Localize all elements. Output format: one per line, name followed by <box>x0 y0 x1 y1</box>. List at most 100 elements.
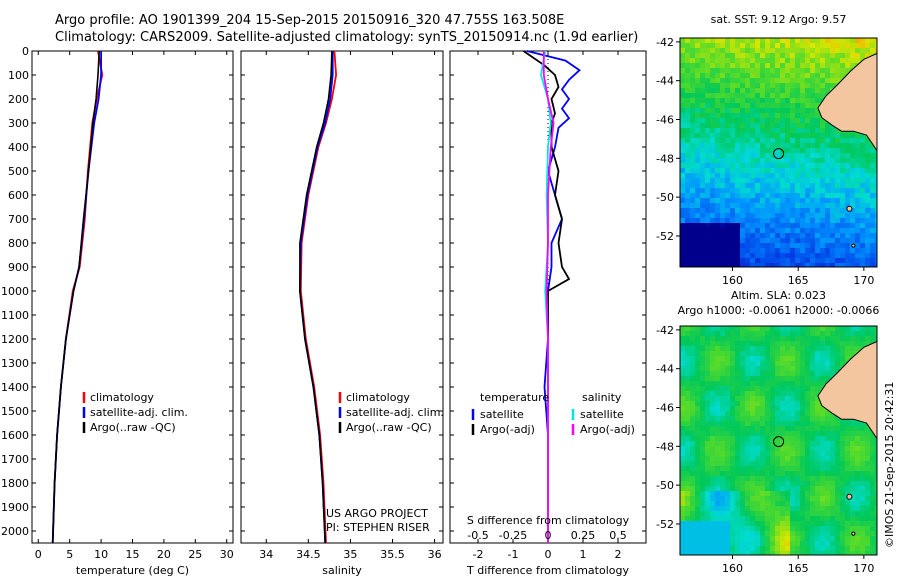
field-cell <box>710 118 716 124</box>
field-cell <box>745 193 751 199</box>
field-cell <box>700 213 706 219</box>
field-cell <box>740 253 746 259</box>
field-cell <box>825 511 831 517</box>
field-cell <box>875 43 877 49</box>
field-cell <box>765 193 771 199</box>
field-cell <box>720 203 726 209</box>
depth-tick-label: 1300 <box>1 357 29 370</box>
field-cell <box>680 481 686 487</box>
field-cell <box>830 263 836 267</box>
field-cell <box>730 421 736 427</box>
field-cell <box>810 188 816 194</box>
field-cell <box>810 466 816 472</box>
field-cell <box>855 526 861 532</box>
field-cell <box>750 243 756 249</box>
field-cell <box>685 233 691 239</box>
field-cell <box>785 213 791 219</box>
field-cell <box>720 451 726 457</box>
field-cell <box>845 471 851 477</box>
field-cell <box>780 451 786 457</box>
field-cell <box>715 253 721 259</box>
field-cell <box>740 371 746 377</box>
field-cell <box>815 158 821 164</box>
field-cell <box>760 53 766 59</box>
field-cell <box>775 506 781 512</box>
field-cell <box>835 526 841 532</box>
field-cell <box>735 198 741 204</box>
field-cell <box>750 183 756 189</box>
field-cell <box>730 441 736 447</box>
field-cell <box>830 486 836 492</box>
field-cell <box>830 253 836 259</box>
field-cell <box>810 48 816 54</box>
field-cell <box>790 133 796 139</box>
field-cell <box>805 431 811 437</box>
x-axis-label: T difference from climatology <box>466 564 629 577</box>
field-cell <box>730 143 736 149</box>
profile-title: Argo profile: AO 1901399_204 15-Sep-2015… <box>55 13 565 28</box>
field-cell <box>770 441 776 447</box>
field-cell <box>850 506 856 512</box>
field-cell <box>740 198 746 204</box>
field-cell <box>705 58 711 64</box>
field-cell <box>730 43 736 49</box>
field-cell <box>720 213 726 219</box>
field-cell <box>860 331 866 337</box>
field-cell <box>840 551 846 555</box>
field-cell <box>805 203 811 209</box>
field-cell <box>680 456 686 462</box>
field-cell <box>730 253 736 259</box>
field-cell <box>825 183 831 189</box>
field-cell <box>795 491 801 497</box>
field-cell <box>700 346 706 352</box>
field-cell <box>690 178 696 184</box>
field-cell <box>730 38 736 44</box>
field-cell <box>800 376 806 382</box>
field-cell <box>735 451 741 457</box>
field-cell <box>845 536 851 542</box>
field-cell <box>840 491 846 497</box>
field-cell <box>865 203 871 209</box>
field-cell <box>840 531 846 537</box>
field-cell <box>785 351 791 357</box>
field-cell <box>820 213 826 219</box>
field-cell <box>705 73 711 79</box>
field-cell <box>765 223 771 229</box>
field-cell <box>690 183 696 189</box>
field-cell <box>715 351 721 357</box>
field-cell <box>710 526 716 532</box>
field-cell <box>810 476 816 482</box>
field-cell <box>805 341 811 347</box>
field-cell <box>855 48 861 54</box>
field-cell <box>865 153 871 159</box>
field-cell <box>695 361 701 367</box>
field-cell <box>700 148 706 154</box>
field-cell <box>785 83 791 89</box>
field-cell <box>725 118 731 124</box>
field-cell <box>775 123 781 129</box>
field-cell <box>720 436 726 442</box>
field-cell <box>785 233 791 239</box>
field-cell <box>850 203 856 209</box>
field-cell <box>865 228 871 234</box>
field-cell <box>855 183 861 189</box>
field-cell <box>780 376 786 382</box>
field-cell <box>770 461 776 467</box>
field-cell <box>775 411 781 417</box>
field-cell <box>760 113 766 119</box>
field-cell <box>820 461 826 467</box>
field-cell <box>715 381 721 387</box>
field-cell <box>770 356 776 362</box>
field-cell <box>795 516 801 522</box>
field-cell <box>855 546 861 552</box>
field-cell <box>685 128 691 134</box>
field-cell <box>715 128 721 134</box>
legend-label: Argo(-adj) <box>480 423 535 436</box>
field-cell <box>760 466 766 472</box>
field-cell <box>785 371 791 377</box>
field-cell <box>775 396 781 402</box>
field-cell <box>770 541 776 547</box>
field-cell <box>730 68 736 74</box>
field-cell <box>715 426 721 432</box>
field-cell <box>755 491 761 497</box>
